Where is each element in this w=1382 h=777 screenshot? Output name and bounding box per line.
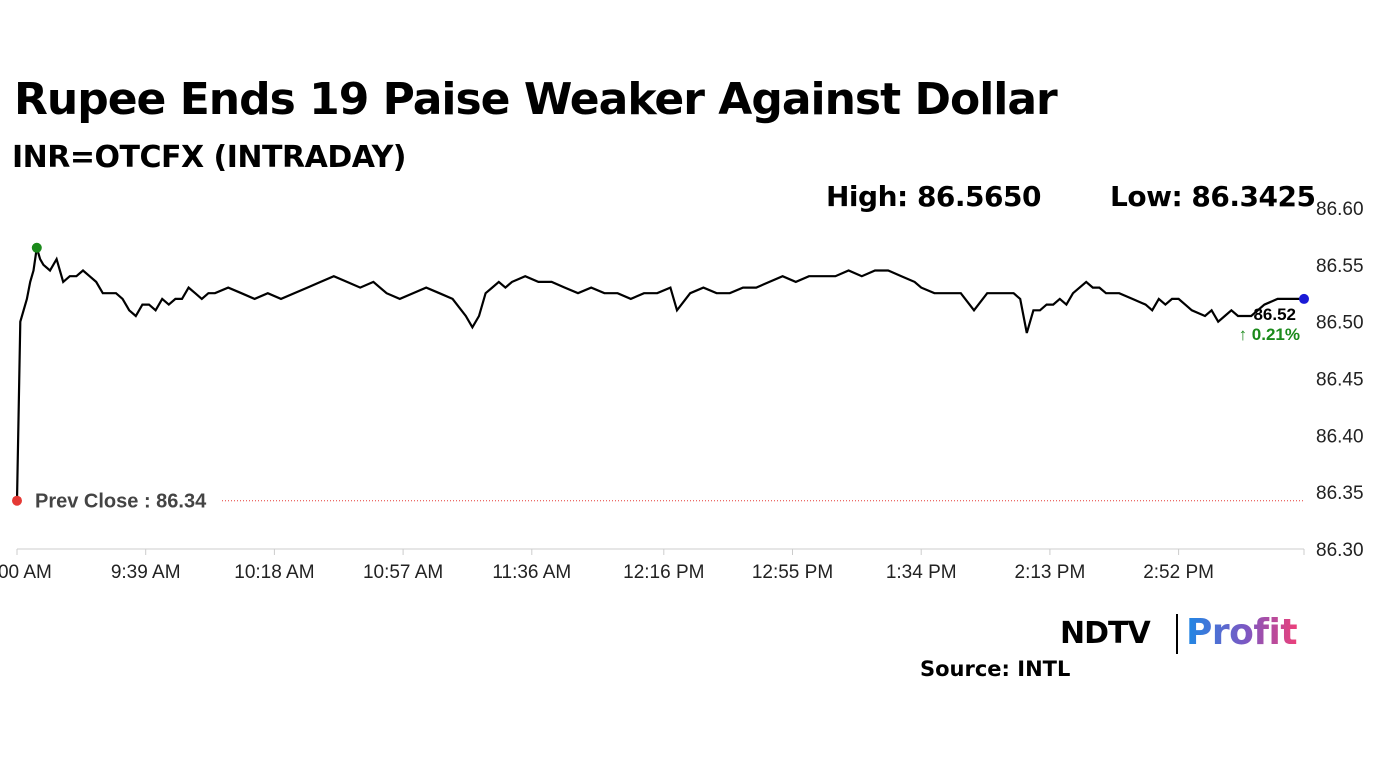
price-series-line xyxy=(15,247,1304,501)
high-marker xyxy=(31,242,42,253)
prev-close-marker xyxy=(12,495,22,506)
x-tick-label: 1:34 PM xyxy=(886,562,957,583)
logo-profit-text: Profit xyxy=(1186,612,1298,653)
x-tick-label: 9:39 AM xyxy=(111,562,181,583)
logo-divider xyxy=(1176,614,1178,654)
x-tick-label: 11:36 AM xyxy=(492,562,571,583)
y-tick-label: 86.60 xyxy=(1316,199,1364,220)
chart-subtitle: INR=OTCFX (INTRADAY) xyxy=(12,140,407,175)
x-tick-label: 9:00 AM xyxy=(0,562,52,583)
y-tick-label: 86.50 xyxy=(1316,313,1364,334)
x-tick-label: 10:18 AM xyxy=(234,562,314,583)
x-tick-label: 12:16 PM xyxy=(623,562,704,583)
prev-close-label: Prev Close : 86.34 xyxy=(35,491,207,513)
logo-ndtv-text: NDTV xyxy=(1060,616,1151,651)
chart-title: Rupee Ends 19 Paise Weaker Against Dolla… xyxy=(14,74,1058,125)
x-tick-label: 12:55 PM xyxy=(752,562,833,583)
x-axis: 9:00 AM 9:39 AM 10:18 AM 10:57 AM 11:36 AM 12… xyxy=(0,548,1305,583)
x-tick-label: 2:13 PM xyxy=(1015,562,1086,583)
y-tick-label: 86.30 xyxy=(1316,540,1364,561)
high-label: High: 86.5650 xyxy=(826,180,1041,213)
y-tick-label: 86.40 xyxy=(1316,426,1364,447)
y-tick-label: 86.45 xyxy=(1316,370,1364,391)
low-label: Low: 86.3425 xyxy=(1110,180,1316,213)
x-tick-label: 2:52 PM xyxy=(1143,562,1214,583)
last-price-label: 86.52 xyxy=(1253,305,1296,324)
last-price-marker xyxy=(1299,293,1309,304)
change-percent-label: ↑ 0.21% xyxy=(1239,325,1300,344)
y-tick-label: 86.55 xyxy=(1316,256,1364,277)
source-label: Source: INTL xyxy=(920,657,1071,681)
x-tick-label: 10:57 AM xyxy=(363,562,443,583)
y-tick-label: 86.35 xyxy=(1316,483,1364,504)
y-axis: 86.60 86.55 86.50 86.45 86.40 86.35 86.30 xyxy=(1316,199,1364,561)
